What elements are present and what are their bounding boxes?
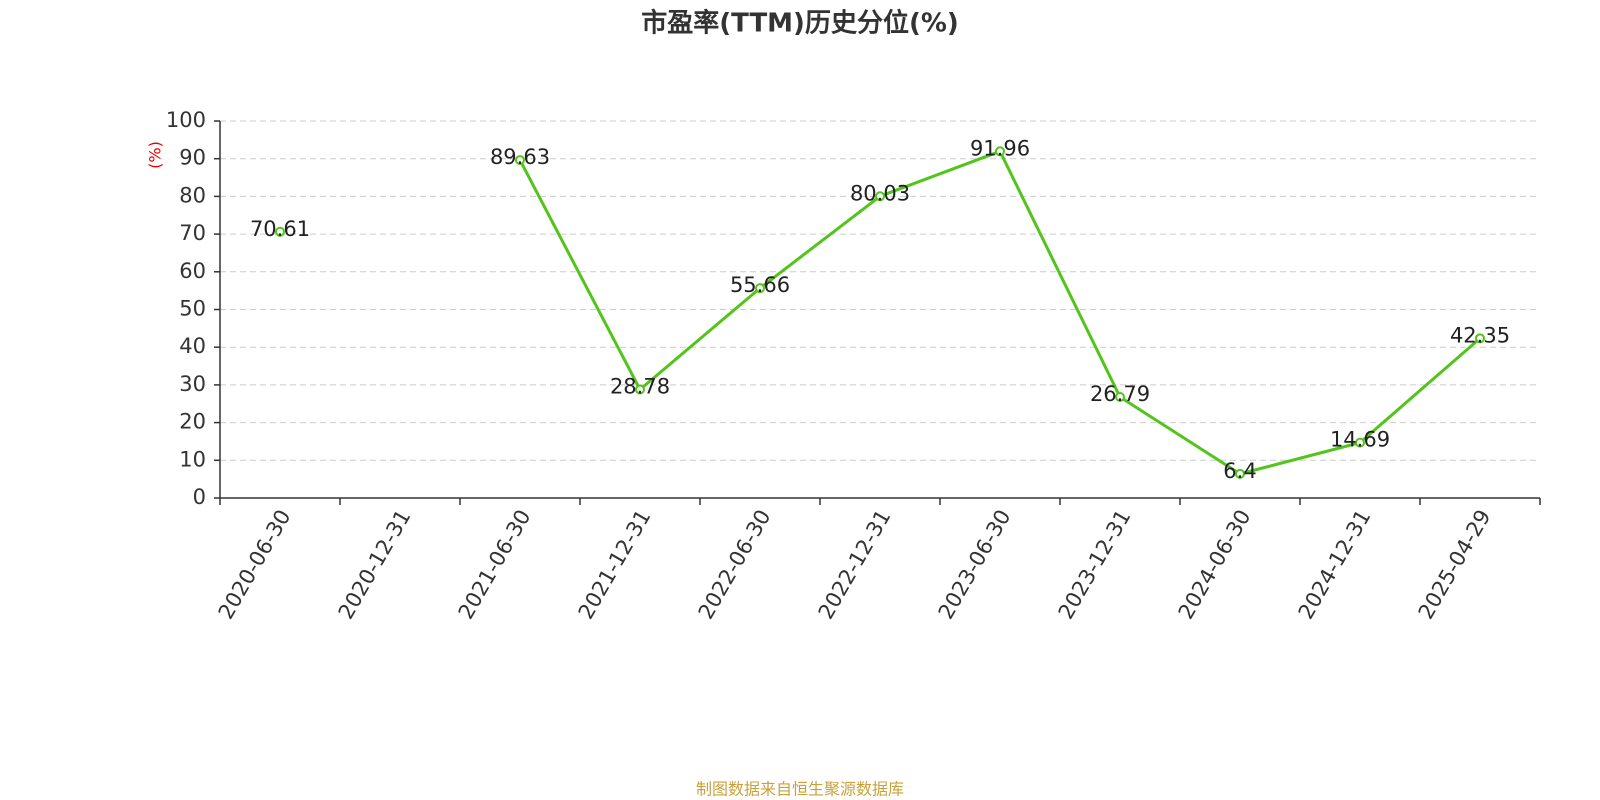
x-tick-label: 2022-12-31	[814, 506, 896, 624]
data-point	[635, 384, 645, 395]
data-label: 55.66	[730, 273, 790, 297]
y-tick-label: 60	[179, 259, 206, 283]
x-tick-label: 2023-12-31	[1054, 506, 1136, 624]
x-tick-label: 2020-12-31	[334, 506, 416, 624]
data-point	[1235, 468, 1245, 479]
x-tick-label: 2024-06-30	[1174, 506, 1256, 624]
data-point	[515, 155, 525, 166]
y-axis-label: (%)	[146, 141, 165, 169]
y-tick-label: 80	[179, 183, 206, 207]
data-label: 89.63	[490, 145, 550, 169]
data-label: 26.79	[1090, 382, 1150, 406]
y-tick-label: 50	[179, 297, 206, 321]
data-point	[1115, 392, 1125, 403]
data-point	[995, 146, 1005, 157]
data-label: 28.78	[610, 374, 670, 398]
data-point	[1355, 437, 1365, 448]
data-point	[875, 191, 885, 202]
y-tick-label: 100	[166, 108, 206, 132]
data-point	[1475, 333, 1485, 344]
data-label: 6.4	[1223, 459, 1256, 483]
x-tick-label: 2023-06-30	[934, 506, 1016, 624]
y-tick-label: 40	[179, 334, 206, 358]
data-label: 80.03	[850, 181, 910, 205]
chart-title: 市盈率(TTM)历史分位(%)	[641, 8, 959, 39]
y-tick-label: 70	[179, 221, 206, 245]
data-point	[755, 283, 765, 294]
data-label: 14.69	[1330, 428, 1390, 452]
y-tick-label: 90	[179, 146, 206, 170]
x-tick-label: 2022-06-30	[694, 506, 776, 624]
source-note: 制图数据来自恒生聚源数据库	[696, 780, 904, 799]
series-line	[518, 149, 1481, 476]
data-label: 91.96	[970, 136, 1030, 160]
x-tick-label: 2024-12-31	[1294, 506, 1376, 624]
x-tick-label: 2025-04-29	[1414, 506, 1496, 624]
x-tick-label: 2021-12-31	[574, 506, 656, 624]
y-tick-label: 0	[193, 485, 206, 509]
y-tick-label: 20	[179, 410, 206, 434]
y-tick-label: 30	[179, 372, 206, 396]
x-tick-label: 2021-06-30	[454, 506, 536, 624]
y-tick-label: 10	[179, 447, 206, 471]
data-label: 70.61	[250, 217, 310, 241]
data-point	[275, 226, 285, 237]
data-label: 42.35	[1450, 323, 1510, 347]
x-tick-label: 2020-06-30	[214, 506, 296, 624]
